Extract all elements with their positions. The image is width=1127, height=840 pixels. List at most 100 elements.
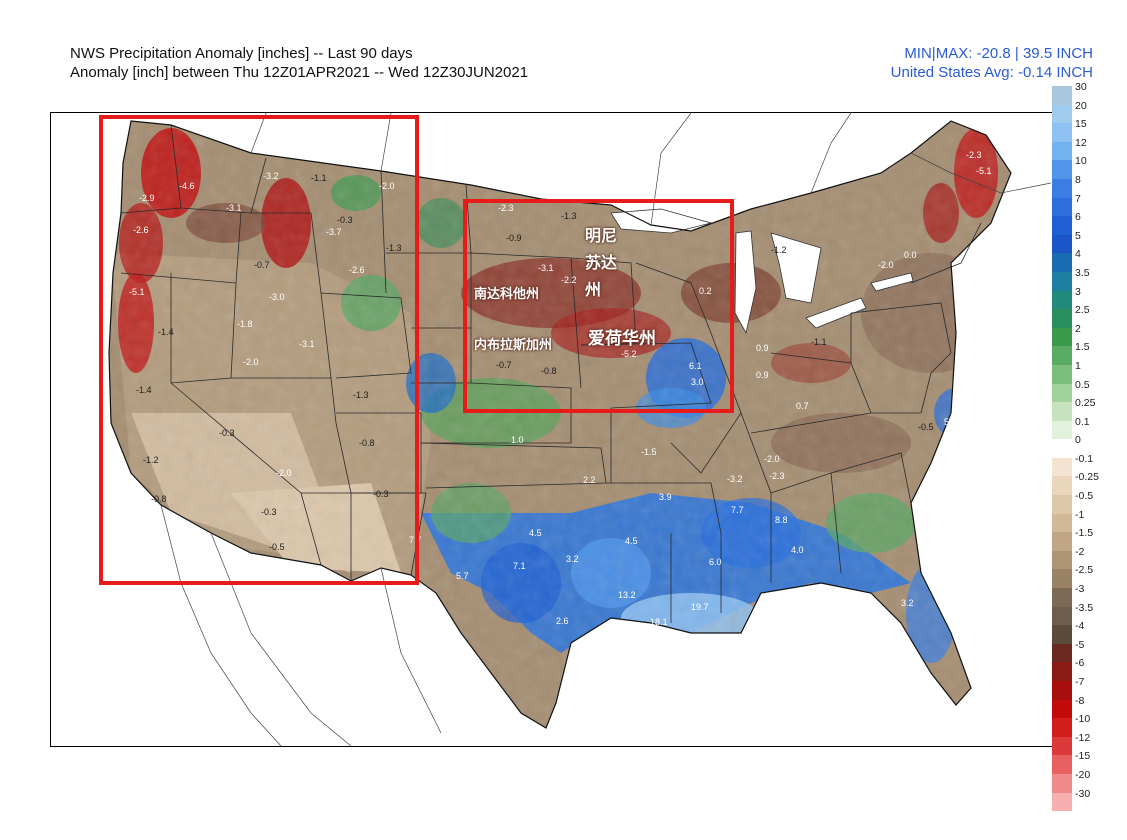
legend-label: -12 xyxy=(1075,731,1091,744)
anomaly-value-label: -1.5 xyxy=(641,447,657,457)
legend-entry: 8 xyxy=(1052,174,1112,198)
anomaly-value-label: -3.2 xyxy=(263,171,279,181)
anomaly-value-label: -0.8 xyxy=(151,494,167,504)
legend-swatch xyxy=(1052,569,1072,589)
legend-label: -15 xyxy=(1075,750,1091,763)
anomaly-value-label: 8.5 xyxy=(605,631,618,641)
legend-swatch xyxy=(1052,402,1072,421)
legend-label: 2 xyxy=(1075,322,1081,335)
legend-swatch xyxy=(1052,141,1072,161)
legend-swatch xyxy=(1052,123,1072,142)
legend-entry: 3.5 xyxy=(1052,267,1112,291)
legend-swatch xyxy=(1052,420,1072,440)
anomaly-value-label: -2.0 xyxy=(379,181,395,191)
anomaly-value-label: 8.8 xyxy=(775,515,788,525)
anomaly-value-label: 3.9 xyxy=(659,492,672,502)
anomaly-value-label: 19.7 xyxy=(691,602,709,612)
legend-swatch xyxy=(1052,327,1072,347)
minnesota-label-line-1: 明尼 xyxy=(585,226,618,245)
legend-label: 0.25 xyxy=(1075,397,1096,410)
anomaly-value-label: -3.1 xyxy=(538,263,554,273)
anomaly-value-label: 0.2 xyxy=(699,286,712,296)
anomaly-value-label: 2.2 xyxy=(583,475,596,485)
anomaly-value-label: -2.6 xyxy=(349,265,365,275)
legend-label: -6 xyxy=(1075,657,1085,670)
anomaly-value-label: 7.7 xyxy=(731,505,744,515)
anomaly-value-label: -5.1 xyxy=(129,287,145,297)
legend-label: 7 xyxy=(1075,192,1081,205)
title-line-1: NWS Precipitation Anomaly [inches] -- La… xyxy=(70,45,413,62)
legend-swatch xyxy=(1052,755,1072,774)
legend-swatch xyxy=(1052,346,1072,365)
south-dakota-label: 南达科他州 xyxy=(474,287,540,302)
anomaly-value-label: -0.8 xyxy=(359,438,375,448)
anomaly-value-label: 0.9 xyxy=(756,343,769,353)
legend-label: 30 xyxy=(1075,81,1087,93)
legend-entry: -12 xyxy=(1052,732,1112,756)
legend-swatch xyxy=(1052,104,1072,124)
anomaly-value-label: -3.1 xyxy=(226,203,242,213)
anomaly-value-label: -1.2 xyxy=(771,245,787,255)
anomaly-value-label: -0.7 xyxy=(496,360,512,370)
anomaly-value-labels: -4.6 -2.9 -3.1 -2.6 -3.2 -1.1 -2.0 -3.7 -0.7 -0.3… xyxy=(129,150,992,641)
legend-entry: 0.1 xyxy=(1052,416,1112,440)
legend-label: -30 xyxy=(1075,787,1091,800)
legend-label: -3 xyxy=(1075,583,1085,596)
legend-label: 8 xyxy=(1075,173,1081,186)
anomaly-value-label: 1.0 xyxy=(511,435,524,445)
legend-entry: -0.5 xyxy=(1052,490,1112,514)
anomaly-value-label: 3.2 xyxy=(901,598,914,608)
legend-label: -20 xyxy=(1075,768,1091,781)
anomaly-value-label: -1.1 xyxy=(311,173,327,183)
title-line-2: Anomaly [inch] between Thu 12Z01APR2021 … xyxy=(70,64,529,81)
minnesota-label-line-3: 州 xyxy=(585,280,602,299)
map-title: NWS Precipitation Anomaly [inches] -- La… xyxy=(70,44,528,82)
legend-label: 6 xyxy=(1075,211,1081,224)
us-average-readout: United States Avg: -0.14 INCH xyxy=(890,64,1093,81)
legend-entry: 4 xyxy=(1052,248,1112,272)
anomaly-value-label: -3.7 xyxy=(326,227,342,237)
anomaly-value-label: 5.8 xyxy=(944,417,957,427)
legend-swatch xyxy=(1052,662,1072,681)
legend-entry: -15 xyxy=(1052,750,1112,774)
anomaly-value-label: 18.1 xyxy=(650,617,668,627)
legend-swatch xyxy=(1052,643,1072,663)
legend-entry: 0 xyxy=(1052,434,1112,458)
anomaly-value-label: -4.6 xyxy=(179,181,195,191)
legend-entry: 20 xyxy=(1052,100,1112,124)
minnesota-label: 明尼 苏达 州 xyxy=(585,222,617,303)
legend-swatch xyxy=(1052,718,1072,737)
legend-label: 4 xyxy=(1075,248,1081,261)
legend-swatch xyxy=(1052,550,1072,570)
anomaly-value-label: -0.3 xyxy=(219,428,235,438)
anomaly-value-label: 6.0 xyxy=(709,557,722,567)
anomaly-value-label: -0.7 xyxy=(254,260,270,270)
legend-entry: 15 xyxy=(1052,118,1112,142)
legend-label: 0.1 xyxy=(1075,415,1090,428)
anomaly-value-label: -3.1 xyxy=(299,339,315,349)
anomaly-value-label: -2.3 xyxy=(498,203,514,213)
map-stats: MIN|MAX: -20.8 | 39.5 INCH United States… xyxy=(891,44,1093,82)
legend-label: 5 xyxy=(1075,229,1081,242)
legend-entry: -5 xyxy=(1052,639,1112,663)
anomaly-value-label: -3.0 xyxy=(269,292,285,302)
legend-swatch xyxy=(1052,588,1072,607)
legend-entry: 0.25 xyxy=(1052,397,1112,421)
legend-swatch xyxy=(1052,513,1072,533)
legend-entry: 2.5 xyxy=(1052,304,1112,328)
legend-swatch xyxy=(1052,495,1072,514)
anomaly-value-label: -5.1 xyxy=(976,166,992,176)
anomaly-value-label: -2.6 xyxy=(133,225,149,235)
anomaly-value-label: -2.0 xyxy=(276,468,292,478)
anomaly-value-label: -0.8 xyxy=(541,366,557,376)
anomaly-value-label: -0.3 xyxy=(373,489,389,499)
legend-entry: -1.5 xyxy=(1052,527,1112,551)
legend-label: 15 xyxy=(1075,118,1087,131)
legend-swatch xyxy=(1052,476,1072,496)
anomaly-value-label: -2.3 xyxy=(966,150,982,160)
legend-label: -3.5 xyxy=(1075,601,1094,614)
legend-entry: -30 xyxy=(1052,788,1112,812)
legend-swatch xyxy=(1052,532,1072,551)
legend-swatch xyxy=(1052,197,1072,217)
anomaly-value-label: -0.5 xyxy=(918,422,934,432)
